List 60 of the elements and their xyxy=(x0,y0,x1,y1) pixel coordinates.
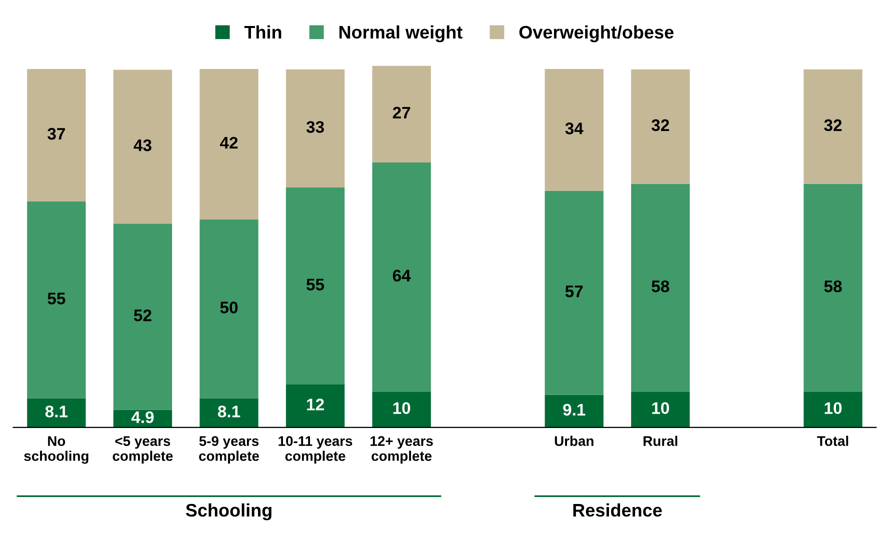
x-tick-label: Rural xyxy=(644,436,678,446)
data-label: 8.1 xyxy=(218,406,240,418)
data-label: 9.1 xyxy=(563,404,586,416)
bar xyxy=(200,398,258,428)
data-label: 10 xyxy=(824,402,842,414)
bar xyxy=(113,224,172,410)
data-label: 64 xyxy=(392,270,411,282)
data-label: 55 xyxy=(48,292,66,304)
data-label: 10 xyxy=(652,402,670,414)
data-label: 43 xyxy=(134,139,152,152)
x-tick-label: No schooling xyxy=(24,436,88,464)
legend-label: Normal weight xyxy=(339,25,462,42)
text: Schooling xyxy=(186,503,272,520)
data-label: 58 xyxy=(652,280,670,292)
data-label: 8.1 xyxy=(45,406,68,418)
bar xyxy=(286,188,345,384)
bar xyxy=(372,66,431,162)
data-label: 42 xyxy=(220,136,238,148)
x-tick-label: <5 years complete xyxy=(112,436,173,464)
bar xyxy=(200,68,258,220)
bar xyxy=(372,392,431,428)
x-tick-label: 12+ years complete xyxy=(370,436,433,464)
bar xyxy=(804,69,862,184)
bar xyxy=(27,201,86,398)
data-label: 4.9 xyxy=(131,411,154,424)
bar xyxy=(372,162,431,392)
text: Residence xyxy=(573,503,662,517)
x-tick-label: 10-11 years complete xyxy=(278,436,352,464)
data-label: 37 xyxy=(48,128,65,140)
bar xyxy=(27,68,86,202)
legend-label: Thin xyxy=(244,25,282,38)
data-label: 12 xyxy=(307,398,324,410)
bar xyxy=(804,184,862,392)
data-label: 32 xyxy=(652,119,670,132)
x-tick-label: Urban xyxy=(554,436,594,446)
bar xyxy=(286,69,345,188)
bar xyxy=(631,69,690,184)
data-label: 32 xyxy=(824,119,842,132)
x-tick-label: Total xyxy=(817,436,848,446)
data-label: 34 xyxy=(565,122,584,134)
bar xyxy=(544,68,604,191)
bar xyxy=(113,70,172,224)
data-label: 33 xyxy=(306,121,324,133)
data-label: 10 xyxy=(393,402,410,414)
bar xyxy=(804,392,862,428)
bar xyxy=(631,392,690,428)
bar xyxy=(200,219,258,398)
bar xyxy=(286,384,345,428)
data-label: 27 xyxy=(392,106,410,118)
bar xyxy=(631,184,690,392)
data-label: 55 xyxy=(306,278,324,290)
data-label: 52 xyxy=(134,309,152,322)
legend-label: Overweight/obese xyxy=(519,25,674,42)
bar xyxy=(27,398,86,428)
x-tick-label: 5-9 years complete xyxy=(199,436,260,464)
data-label: 50 xyxy=(220,302,238,314)
data-label: 57 xyxy=(565,286,583,298)
bar xyxy=(544,394,604,428)
data-label: 58 xyxy=(824,280,842,292)
bar xyxy=(544,190,604,395)
